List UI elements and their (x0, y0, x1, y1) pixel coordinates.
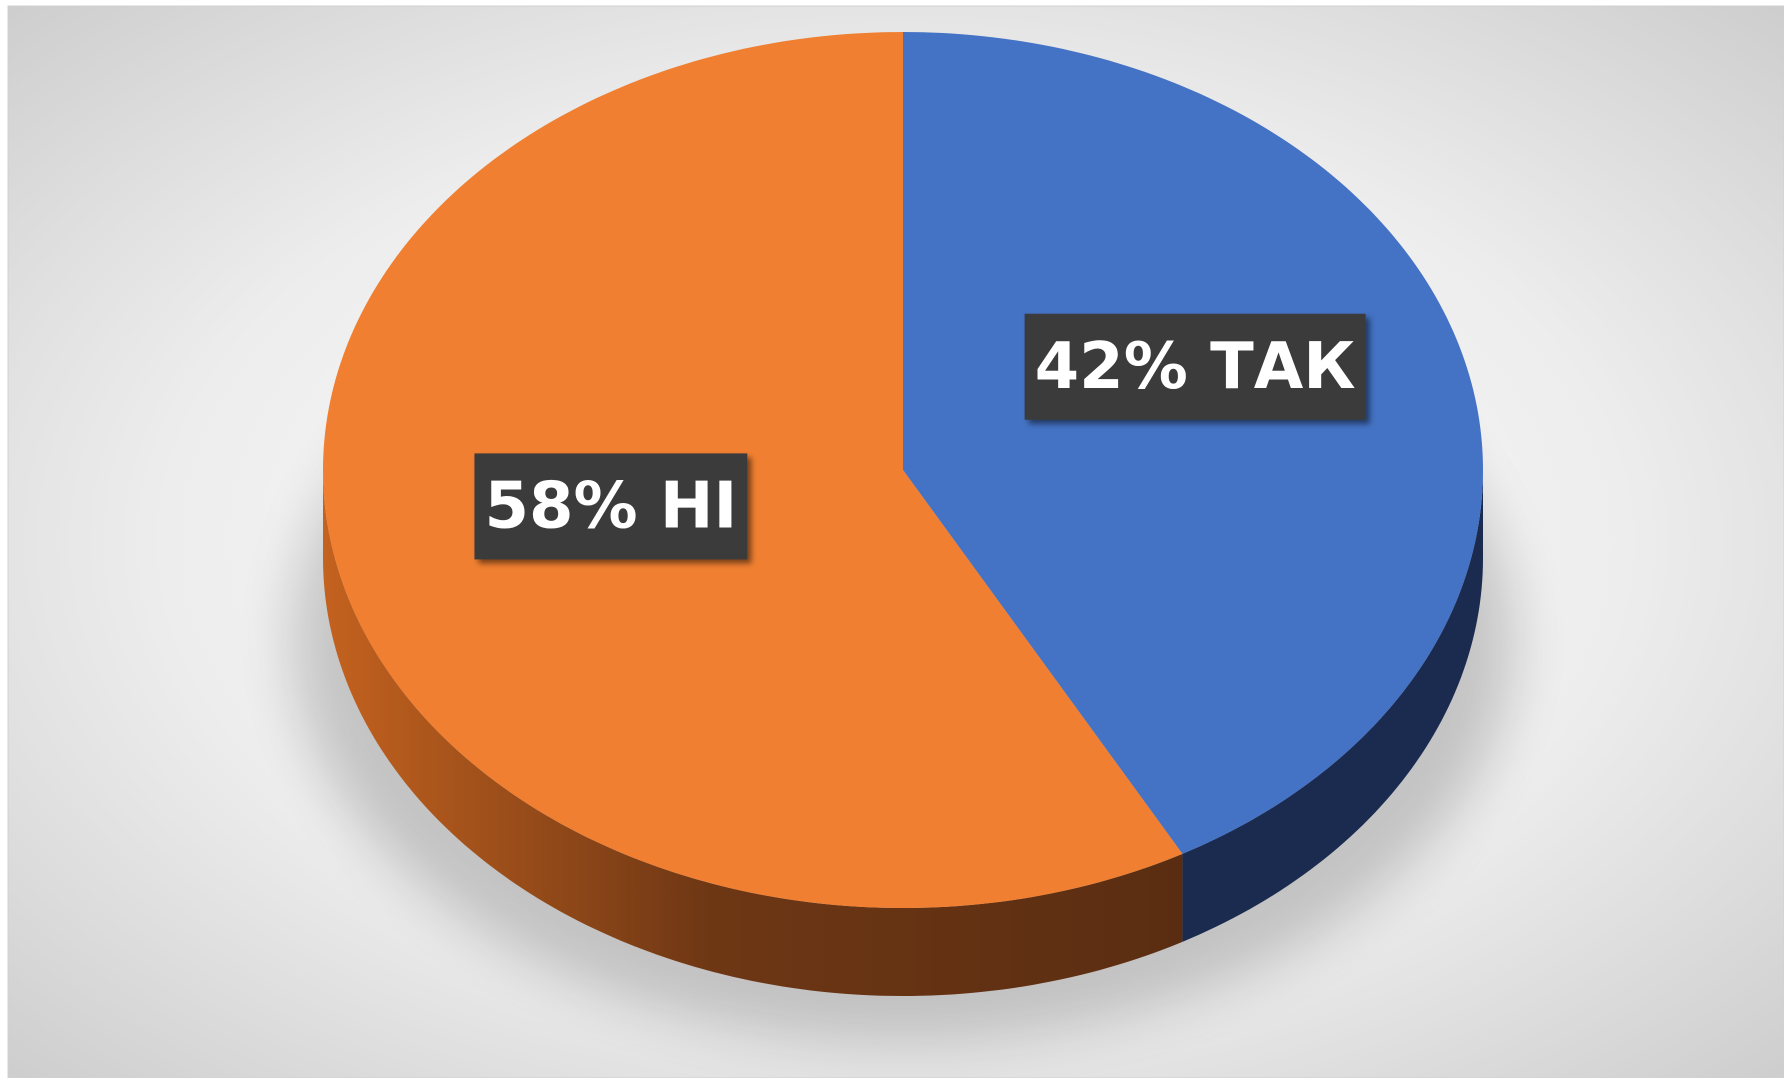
slice (323, 32, 1183, 908)
data-label: 58% НІ (474, 453, 748, 560)
slice-side (1182, 470, 1483, 942)
pie: 42% ТАК 58% НІ (323, 32, 1483, 996)
data-label: 42% ТАК (1024, 313, 1366, 420)
data-label-box (1024, 313, 1366, 420)
data-label-text: 42% ТАК (1035, 330, 1356, 404)
slice-side (323, 470, 1183, 996)
slice (903, 32, 1483, 854)
data-label-box (474, 453, 748, 560)
data-label-text: 58% НІ (484, 469, 737, 543)
